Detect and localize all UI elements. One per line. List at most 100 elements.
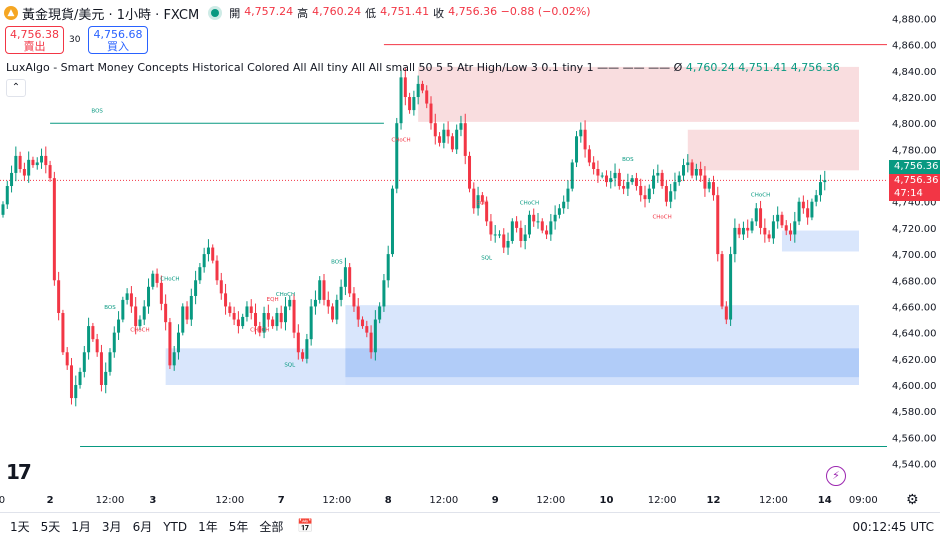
- tradingview-logo[interactable]: 17: [6, 460, 32, 484]
- candle-body: [164, 303, 168, 323]
- range-3m-button[interactable]: 3月: [101, 520, 122, 534]
- candle-body: [639, 186, 643, 196]
- candle-body: [35, 162, 39, 166]
- symbol-title[interactable]: 黃金現貨/美元 · 1小時 · FXCM: [22, 7, 200, 23]
- structure-label: SQL: [284, 363, 296, 369]
- sell-button[interactable]: 4,756.38 賣出: [5, 26, 64, 54]
- utc-clock[interactable]: 00:12:45 UTC: [852, 520, 935, 534]
- x-tick-label: 2: [47, 495, 54, 506]
- structure-label: BOS: [622, 157, 634, 163]
- candle-body: [254, 312, 258, 327]
- candle-body: [412, 97, 416, 111]
- candle-body: [249, 306, 253, 313]
- candle-body: [596, 169, 600, 176]
- candle-body: [690, 162, 694, 176]
- candle-body: [515, 221, 519, 228]
- candle-body: [181, 306, 185, 333]
- candle-body: [652, 175, 656, 189]
- candle-body: [138, 319, 142, 327]
- gear-icon[interactable]: ⚙: [906, 492, 919, 508]
- candle-body: [241, 316, 245, 327]
- range-all-button[interactable]: 全部: [259, 520, 284, 534]
- candle-body: [390, 188, 394, 255]
- candle-body: [279, 312, 283, 323]
- candle-body: [566, 188, 570, 202]
- candle-body: [506, 241, 510, 248]
- candle-body: [626, 182, 630, 189]
- range-5y-button[interactable]: 5年: [228, 520, 249, 534]
- candle-body: [348, 267, 352, 294]
- candle-body: [57, 280, 61, 313]
- range-ytd-button[interactable]: YTD: [163, 519, 188, 534]
- buy-button[interactable]: 4,756.68 買入: [88, 26, 148, 54]
- candle-body: [647, 188, 651, 200]
- x-tick-label: 9: [492, 495, 499, 506]
- candle-body: [446, 129, 450, 137]
- candle-body: [99, 352, 103, 385]
- flash-icon[interactable]: ⚡: [826, 466, 846, 486]
- candle-body: [622, 186, 626, 189]
- collapse-legend-button[interactable]: ⌃: [6, 79, 26, 97]
- candle-body: [480, 195, 484, 202]
- range-1m-button[interactable]: 1月: [71, 520, 91, 534]
- range-5d-button[interactable]: 5天: [40, 520, 61, 534]
- candle-body: [108, 352, 112, 372]
- candle-body: [198, 267, 202, 281]
- y-tick-label: 4,540.00: [892, 460, 937, 471]
- high-label: 高: [297, 7, 309, 20]
- candle-body: [365, 326, 369, 333]
- candle-body: [545, 230, 549, 235]
- candle-body: [759, 208, 763, 228]
- candle-body: [801, 201, 805, 209]
- range-6m-button[interactable]: 6月: [132, 520, 153, 534]
- structure-label: CHoCH: [250, 327, 269, 333]
- indicator-legend[interactable]: LuxAlgo - Smart Money Concepts Historica…: [6, 61, 840, 74]
- candle-body: [378, 306, 382, 320]
- bar-countdown: 47:14: [889, 187, 940, 201]
- candle-body: [87, 326, 91, 353]
- candle-body: [438, 136, 442, 143]
- candle-body: [741, 227, 745, 235]
- candle-body: [682, 165, 686, 176]
- candle-body: [600, 175, 604, 177]
- current-price-tag: 4,756.36: [889, 174, 940, 188]
- candle-body: [604, 175, 608, 183]
- candle-body: [814, 195, 818, 202]
- candle-body: [10, 172, 14, 187]
- candle-body: [343, 267, 347, 287]
- indicator-values: 4,760.24 4,751.41 4,756.36: [685, 61, 840, 74]
- y-tick-label: 4,800.00: [892, 119, 937, 130]
- candle-body: [352, 293, 356, 307]
- candle-body: [472, 188, 476, 209]
- y-tick-label: 4,880.00: [892, 14, 937, 25]
- candle-body: [313, 299, 317, 307]
- ohlc-readout: 開 4,757.24 高 4,760.24 低 4,751.41 收 4,756.36 …: [229, 5, 590, 21]
- candle-body: [129, 293, 133, 307]
- candle-body: [305, 339, 309, 359]
- candle-body: [147, 286, 151, 307]
- candle-body: [266, 312, 270, 320]
- y-tick-label: 4,600.00: [892, 381, 937, 392]
- candle-body: [540, 221, 544, 231]
- candle-body: [536, 221, 540, 223]
- buy-label: 買入: [107, 40, 129, 53]
- candle-body: [532, 214, 536, 222]
- range-1d-button[interactable]: 1天: [10, 520, 30, 534]
- candle-body: [104, 371, 108, 385]
- candle-body: [519, 227, 523, 241]
- candle-body: [82, 352, 86, 372]
- candle-body: [95, 339, 99, 353]
- candle-body: [703, 175, 707, 189]
- candle-body: [91, 326, 95, 340]
- candle-body: [549, 221, 553, 235]
- x-tick-label: 12:00: [322, 495, 351, 506]
- range-1y-button[interactable]: 1年: [198, 520, 218, 534]
- candle-body: [463, 123, 467, 156]
- candle-body: [789, 230, 793, 235]
- calendar-icon[interactable]: 📅: [297, 519, 314, 534]
- indicator-title: LuxAlgo - Smart Money Concepts Historica…: [6, 61, 683, 74]
- candle-body: [296, 332, 300, 353]
- candle-body: [806, 208, 810, 218]
- candle-body: [754, 208, 758, 222]
